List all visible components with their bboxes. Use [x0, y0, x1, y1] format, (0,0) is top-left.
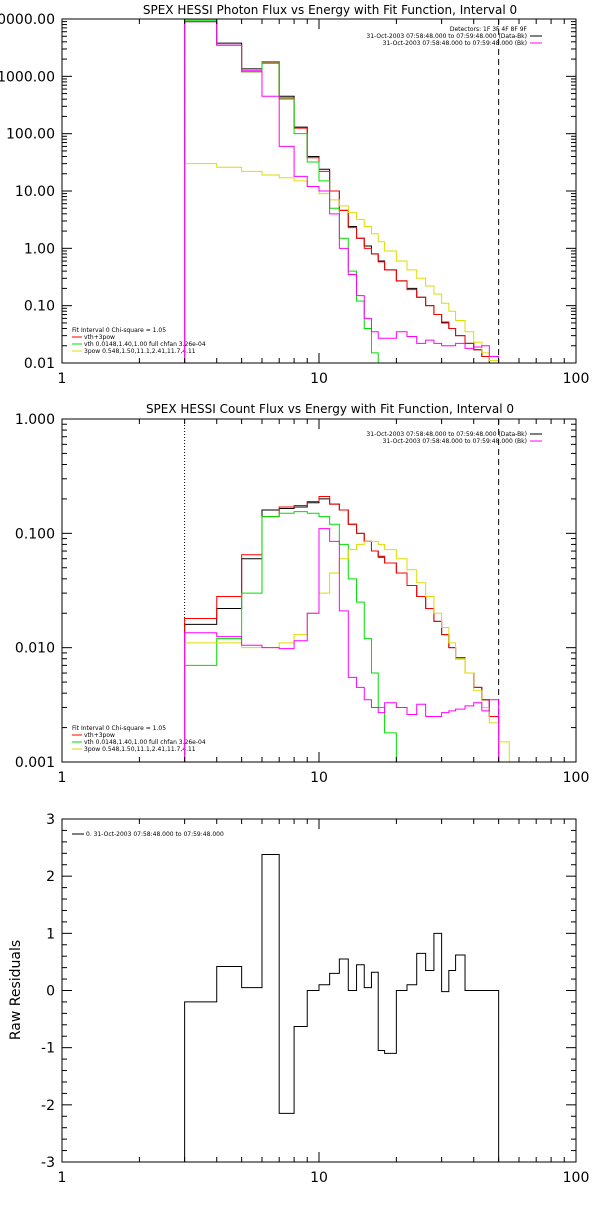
y-tick-label: 2 — [46, 869, 55, 885]
legend-top-line: 31-Oct-2003 07:58:48.000 to 07:59:48.000… — [366, 431, 527, 438]
residuals-panel: Raw Residuals 0. 31-Oct-2003 07:58:48.00… — [8, 812, 589, 1186]
legend-bottom-line: vth 0.0148,1.40,1.00 full chfan 3.26e-04 — [84, 739, 206, 746]
series-data-bk — [184, 498, 500, 762]
series-vth — [184, 19, 386, 363]
panel-title: SPEX HESSI Photon Flux vs Energy with Fi… — [143, 3, 517, 17]
legend-top-line: Detectors: 1F 3F 4F 8F 9F — [450, 26, 528, 33]
plot-area — [184, 419, 520, 762]
legend-top-line: 0. 31-Oct-2003 07:58:48.000 to 07:59:48.… — [86, 831, 224, 838]
series-tail-step — [498, 741, 520, 762]
legend-top-line: 31-Oct-2003 07:58:48.000 to 07:59:48.000… — [383, 438, 527, 445]
y-tick-label: 3 — [46, 812, 55, 828]
x-tick-label: 10 — [310, 371, 328, 387]
y-tick-label: 0 — [46, 984, 55, 1000]
y-tick-label: 1.00 — [24, 241, 55, 257]
series-tail-step — [499, 368, 510, 369]
series-vth — [184, 511, 397, 762]
plot-area — [184, 19, 510, 369]
series-data-bk — [184, 21, 500, 363]
x-tick-label: 100 — [563, 371, 590, 387]
series-3pow — [184, 540, 500, 762]
legend-bottom-line: vth+3pow — [84, 732, 115, 739]
plot-area — [184, 853, 500, 1162]
series-vth-3pow — [184, 495, 500, 762]
legend-top-line: 31-Oct-2003 07:58:48.000 to 07:59:48.000… — [366, 33, 527, 40]
y-tick-label: 1 — [46, 926, 55, 942]
legend-bottom-line: 3pow 0.548,1.50,11.1,2.41,11.7,4.11 — [84, 746, 196, 753]
series-3pow — [184, 163, 500, 363]
legend-bottom-line: vth 0.0148,1.40,1.00 full chfan 3.26e-04 — [84, 341, 206, 348]
x-tick-label: 1 — [58, 770, 67, 786]
y-tick-label: 0.01 — [24, 356, 55, 372]
y-tick-label: 1000.00 — [0, 69, 55, 85]
y-tick-label: -1 — [41, 1041, 55, 1057]
y-tick-label: 100.00 — [6, 127, 55, 143]
y-tick-label: 0.001 — [15, 755, 55, 771]
y-tick-label: -3 — [41, 1155, 55, 1171]
y-axis-label: Raw Residuals — [8, 940, 24, 1040]
series-bk — [184, 21, 500, 363]
legend-top-line: 31-Oct-2003 07:58:48.000 to 07:59:48.000… — [383, 40, 527, 47]
y-tick-label: 1.000 — [15, 412, 55, 428]
legend-bottom-line: vth+3pow — [84, 334, 115, 341]
y-tick-label: -2 — [41, 1098, 55, 1114]
legend-bottom-line: Fit Interval 0 Chi-square = 1.05 — [72, 327, 166, 334]
y-tick-label: 0.010 — [15, 641, 55, 657]
y-tick-label: 10000.00 — [0, 12, 55, 28]
x-tick-label: 1 — [58, 1170, 67, 1186]
legend-bottom-line: Fit Interval 0 Chi-square = 1.05 — [72, 725, 166, 732]
x-tick-label: 1 — [58, 371, 67, 387]
y-tick-label: 0.10 — [24, 299, 55, 315]
x-tick-label: 100 — [563, 1170, 590, 1186]
series-vth-3pow — [184, 21, 500, 363]
x-tick-label: 10 — [310, 770, 328, 786]
legend-bottom-line: 3pow 0.548,1.50,11.1,2.41,11.7,4.11 — [84, 348, 196, 355]
panel-title: SPEX HESSI Count Flux vs Energy with Fit… — [146, 402, 514, 416]
x-tick-label: 10 — [310, 1170, 328, 1186]
photon-flux-panel: SPEX HESSI Photon Flux vs Energy with Fi… — [0, 3, 589, 387]
count-flux-panel: SPEX HESSI Count Flux vs Energy with Fit… — [15, 402, 589, 786]
y-tick-label: 10.00 — [15, 184, 55, 200]
series-residuals — [184, 853, 500, 1162]
x-tick-label: 100 — [563, 770, 590, 786]
y-tick-label: 0.100 — [15, 526, 55, 542]
series-bk — [184, 528, 500, 762]
